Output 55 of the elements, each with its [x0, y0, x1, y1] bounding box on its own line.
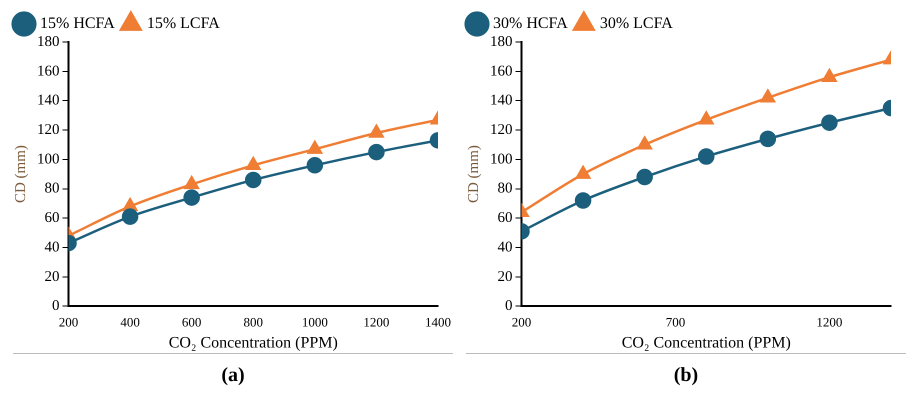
x-tick-label: 700 [666, 314, 686, 330]
x-axis-title: CO₂ Concentration (PPM) [622, 334, 791, 352]
point [760, 130, 776, 148]
y-tick-label: 60 [498, 210, 512, 226]
point [698, 112, 714, 125]
y-tick-label: 120 [37, 122, 60, 138]
x-tick-label: 1200 [363, 314, 390, 330]
y-axis-title: CD (mm) [466, 145, 482, 204]
point [369, 124, 384, 138]
y-tick-label: 140 [490, 92, 512, 109]
point [698, 148, 714, 165]
point [637, 136, 652, 150]
y-tick-label: 80 [44, 180, 60, 197]
y-tick-label: 140 [37, 92, 60, 109]
y-tick-label: 0 [505, 298, 512, 314]
text: (b) [674, 364, 698, 387]
legend-label: 15% LCFA [146, 15, 220, 32]
y-tick-label: 180 [490, 34, 512, 50]
x-tick-label: 200 [58, 314, 78, 330]
y-tick-label: 160 [37, 63, 60, 80]
point [306, 157, 324, 174]
y-tick-label: 100 [37, 151, 60, 168]
y-tick-label: 20 [498, 268, 512, 285]
x-axis-title: CO₂ Concentration (PPM) [168, 334, 338, 352]
point [760, 90, 776, 103]
legend-label: 30% LCFA [600, 15, 674, 32]
legend-label: 15% HCFA [40, 15, 116, 32]
point [183, 189, 200, 206]
text: (a) [221, 364, 245, 387]
y-tick-label: 40 [44, 239, 60, 256]
x-tick-label: 1400 [425, 314, 451, 330]
point [245, 172, 262, 188]
point [184, 176, 199, 190]
x-tick-label: 1200 [816, 314, 842, 330]
y-tick-label: 160 [490, 63, 512, 80]
y-tick-label: 100 [490, 151, 512, 168]
point [308, 140, 322, 154]
legend-label: 30% HCFA [493, 15, 568, 32]
y-tick-label: 60 [44, 210, 60, 226]
point [246, 157, 261, 170]
y-tick-label: 120 [490, 122, 512, 138]
y-tick-label: 180 [37, 34, 60, 50]
point [636, 168, 653, 186]
y-tick-label: 0 [52, 298, 60, 314]
point [122, 208, 138, 225]
x-tick-label: 1000 [302, 314, 328, 330]
y-tick-label: 40 [498, 239, 512, 256]
y-tick-label: 20 [44, 268, 60, 285]
x-tick-label: 800 [244, 314, 263, 330]
x-tick-label: 600 [182, 314, 202, 330]
point [368, 144, 385, 160]
y-axis-title: CD (mm) [12, 145, 29, 204]
x-tick-label: 200 [512, 314, 532, 330]
y-tick-label: 80 [498, 180, 512, 197]
x-tick-label: 400 [120, 314, 140, 330]
